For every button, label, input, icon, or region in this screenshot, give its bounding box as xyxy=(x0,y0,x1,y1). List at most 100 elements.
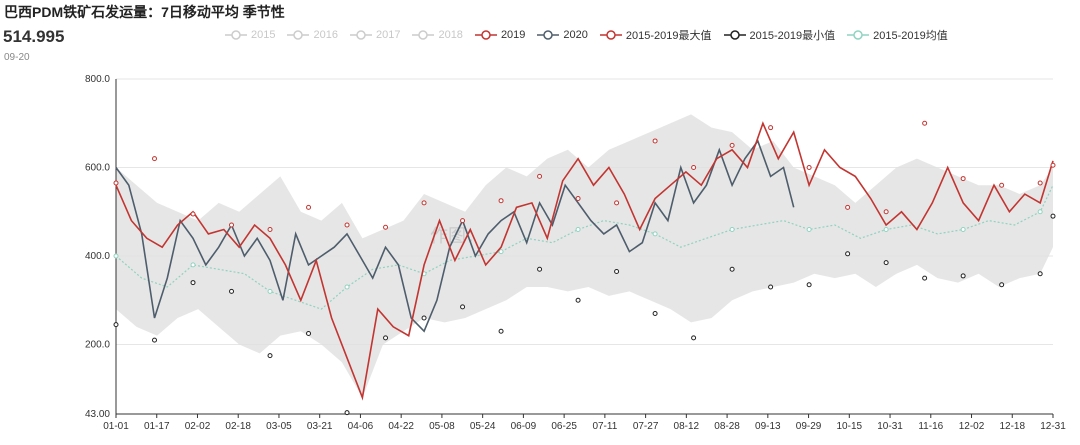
legend-item[interactable]: 2017 xyxy=(349,29,401,41)
data-point xyxy=(768,125,774,131)
data-point xyxy=(498,249,504,255)
data-point xyxy=(575,195,581,201)
x-tick-label: 12-31 xyxy=(1040,421,1066,432)
series-2015-2019最小值 xyxy=(113,213,1056,416)
data-point xyxy=(460,304,466,310)
data-point xyxy=(883,209,889,215)
data-point xyxy=(344,410,350,416)
legend-item[interactable]: 2015-2019均值 xyxy=(847,27,948,43)
chart-title: 巴西PDM铁矿石发运量：7日移动平均 季节性 xyxy=(4,4,285,20)
data-point xyxy=(999,282,1005,288)
x-tick-label: 02-02 xyxy=(185,421,211,432)
legend-item[interactable]: 2015-2019最小值 xyxy=(723,27,835,43)
data-point xyxy=(960,273,966,279)
data-point xyxy=(344,284,350,290)
series-2019 xyxy=(115,121,1054,401)
legend-item[interactable]: 2016 xyxy=(287,29,338,41)
x-tick-label: 12-02 xyxy=(959,421,985,432)
data-point xyxy=(575,226,581,232)
series-line xyxy=(115,139,795,333)
data-point xyxy=(845,204,851,210)
data-point xyxy=(1037,271,1043,277)
y-tick-label: 43.00 xyxy=(85,409,110,420)
legend-label: 2020 xyxy=(563,29,588,41)
legend-item[interactable]: 2015-2019最大值 xyxy=(599,27,712,43)
legend-line-icon xyxy=(412,30,435,40)
legend-line-icon xyxy=(349,30,372,40)
x-tick-label: 07-27 xyxy=(633,421,659,432)
legend-item[interactable]: 2018 xyxy=(412,29,463,41)
data-point xyxy=(960,176,966,182)
data-point xyxy=(152,337,158,343)
data-point xyxy=(652,138,658,144)
x-tick-label: 05-08 xyxy=(429,421,455,432)
data-point xyxy=(691,335,697,341)
data-point xyxy=(113,322,119,328)
x-tick-label: 02-18 xyxy=(225,421,251,432)
x-tick-label: 03-21 xyxy=(307,421,333,432)
data-point xyxy=(806,226,812,232)
data-point xyxy=(883,226,889,232)
data-point xyxy=(267,288,273,294)
x-tick-label: 11-16 xyxy=(918,421,943,432)
data-point xyxy=(421,200,427,206)
y-tick-label: 400.0 xyxy=(85,251,110,262)
x-tick-label: 09-29 xyxy=(796,421,822,432)
data-point xyxy=(614,269,620,275)
x-tick-label: 01-01 xyxy=(103,421,129,432)
data-point xyxy=(267,353,273,359)
latest-value: 514.995 xyxy=(3,27,65,46)
x-tick-label: 06-09 xyxy=(511,421,537,432)
x-tick-label: 12-18 xyxy=(999,421,1025,432)
legend-item[interactable]: 2019 xyxy=(474,29,526,41)
data-point xyxy=(729,142,735,148)
data-point xyxy=(498,328,504,334)
legend-label: 2019 xyxy=(500,29,526,41)
y-tick-label: 600.0 xyxy=(85,163,110,174)
data-point xyxy=(1037,209,1043,215)
x-tick-label: 10-31 xyxy=(877,421,903,432)
legend-item[interactable]: 2020 xyxy=(537,29,588,41)
legend-line-icon xyxy=(847,30,870,40)
data-point xyxy=(113,180,119,186)
legend-line-icon xyxy=(599,30,622,40)
data-point xyxy=(190,262,196,268)
series-2015-2019最大值 xyxy=(113,120,1056,232)
data-point xyxy=(652,231,658,237)
legend-line-icon xyxy=(225,30,247,40)
data-point xyxy=(190,211,196,217)
data-point xyxy=(922,275,928,281)
data-point xyxy=(267,226,273,232)
legend: 2015 2016 2017 2018 2019 2020 2015-2019最大值 2015… xyxy=(225,27,960,43)
data-point xyxy=(1050,162,1056,168)
legend-label: 2018 xyxy=(438,29,463,41)
data-point xyxy=(768,284,774,290)
data-point xyxy=(691,165,697,171)
data-point xyxy=(537,266,543,272)
legend-label: 2016 xyxy=(313,29,338,41)
data-point xyxy=(883,260,889,266)
range-band xyxy=(116,114,1053,398)
x-tick-label: 04-06 xyxy=(348,421,374,432)
legend-label: 2017 xyxy=(375,29,401,41)
legend-item[interactable]: 2015 xyxy=(225,29,275,41)
legend-label: 2015 xyxy=(251,29,276,41)
series-line xyxy=(115,184,1054,310)
data-point xyxy=(999,182,1005,188)
data-point xyxy=(1050,213,1056,219)
legend-label: 2015-2019均值 xyxy=(873,30,948,42)
data-point xyxy=(922,120,928,126)
data-point xyxy=(729,266,735,272)
data-point xyxy=(306,204,312,210)
x-tick-label: 04-22 xyxy=(388,421,414,432)
x-tick-label: 09-13 xyxy=(755,421,781,432)
data-point xyxy=(460,218,466,224)
data-point xyxy=(421,315,427,321)
legend-line-icon xyxy=(474,30,497,40)
data-point xyxy=(729,226,735,232)
legend-line-icon xyxy=(287,30,310,40)
x-tick-label: 08-28 xyxy=(714,421,740,432)
legend-line-icon xyxy=(537,30,560,40)
data-point xyxy=(229,222,235,228)
data-point xyxy=(498,198,504,204)
